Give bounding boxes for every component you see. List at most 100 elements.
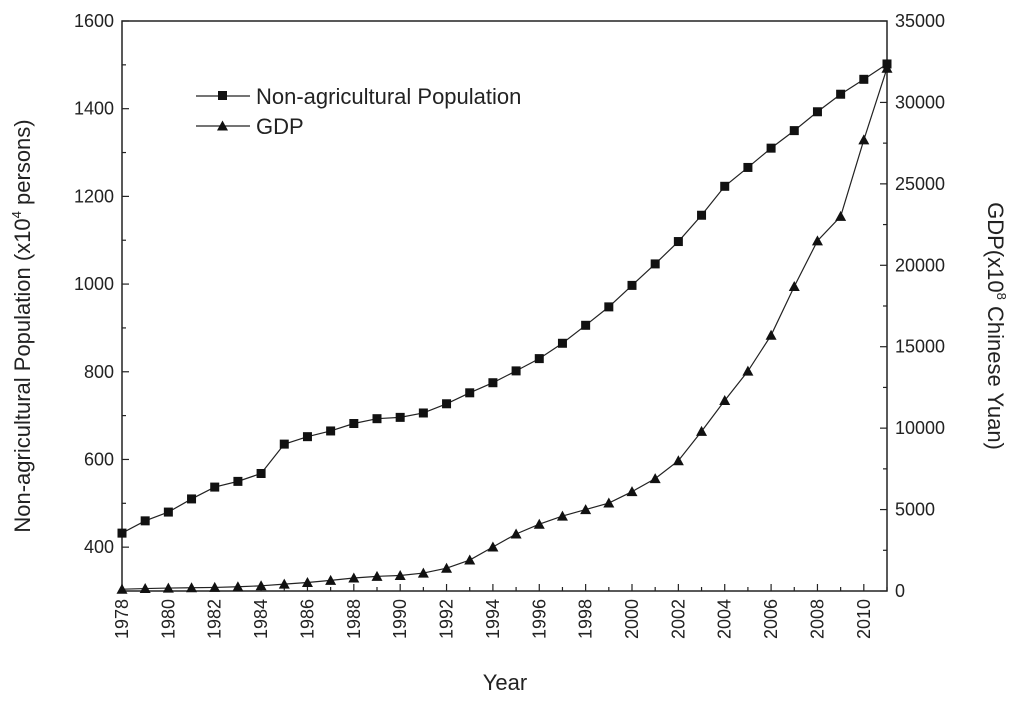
data-point-square: [627, 280, 637, 290]
y-axis-left: 400 600 800 1000 1200 1400 1600: [74, 11, 129, 592]
data-point-triangle: [116, 583, 128, 594]
legend-item-population: Non-agricultural Population: [196, 84, 521, 109]
data-point-triangle: [209, 581, 221, 592]
data-point-triangle: [348, 572, 360, 583]
data-point-square: [488, 378, 498, 388]
x-tick-label: 1990: [390, 599, 410, 639]
legend: Non-agricultural Population GDP: [196, 84, 521, 139]
data-point-triangle: [556, 510, 568, 521]
x-axis-title: Year: [483, 670, 527, 695]
y-left-tick-label: 1400: [74, 99, 114, 119]
data-point-square: [859, 74, 869, 84]
data-point-square: [395, 412, 405, 422]
data-point-triangle: [487, 541, 499, 552]
data-point-square: [256, 468, 266, 478]
data-point-triangle: [255, 580, 267, 591]
x-tick-label: 2004: [715, 599, 735, 639]
data-point-square: [697, 210, 707, 220]
data-point-triangle: [533, 518, 545, 529]
data-point-triangle: [441, 562, 453, 573]
x-tick-label: 2008: [807, 599, 827, 639]
x-tick-label: 1978: [112, 599, 132, 639]
data-point-triangle: [626, 486, 638, 497]
data-point-square: [372, 414, 382, 424]
y-right-tick-label: 35000: [895, 11, 945, 31]
y-axis-right-title: GDP(x108 Chinese Yuan): [983, 202, 1009, 450]
data-point-square: [465, 388, 475, 398]
series-line: [121, 63, 888, 534]
data-point-triangle: [464, 554, 476, 565]
y-right-tick-label: 30000: [895, 92, 945, 112]
data-point-square: [836, 89, 846, 99]
data-point-triangle: [301, 577, 313, 588]
y-left-tick-label: 800: [84, 362, 114, 382]
data-point-square: [140, 516, 150, 526]
y-left-tick-label: 400: [84, 537, 114, 557]
data-point-square: [349, 419, 359, 429]
x-tick-label: 2000: [622, 599, 642, 639]
legend-item-gdp: GDP: [196, 114, 304, 139]
data-point-triangle: [765, 329, 777, 340]
x-tick-label: 1980: [158, 599, 178, 639]
data-point-square: [233, 476, 243, 486]
data-point-square: [557, 338, 567, 348]
y-left-tick-label: 1600: [74, 11, 114, 31]
data-point-triangle: [835, 210, 847, 221]
series-population: [117, 59, 892, 538]
data-point-triangle: [719, 394, 731, 405]
y-right-tick-label: 5000: [895, 500, 935, 520]
y-axis-left-title: Non-agricultural Population (x104 person…: [9, 119, 35, 532]
data-point-triangle: [649, 473, 661, 484]
data-point-triangle: [371, 570, 383, 581]
legend-label-gdp: GDP: [256, 114, 304, 139]
data-point-square: [210, 482, 220, 492]
data-point-square: [117, 528, 127, 538]
x-tick-label: 2006: [761, 599, 781, 639]
y-left-tick-label: 600: [84, 449, 114, 469]
data-point-triangle: [811, 235, 823, 246]
data-point-square: [534, 354, 544, 364]
data-point-square: [604, 302, 614, 312]
data-point-square: [302, 432, 312, 442]
x-tick-label: 1994: [483, 599, 503, 639]
data-point-triangle: [162, 582, 174, 593]
x-tick-label: 1988: [344, 599, 364, 639]
x-tick-label: 1982: [205, 599, 225, 639]
data-point-triangle: [139, 583, 151, 594]
data-point-square: [279, 439, 289, 449]
data-point-triangle: [232, 581, 244, 592]
data-point-square: [326, 426, 336, 436]
y-right-tick-label: 15000: [895, 337, 945, 357]
legend-square-marker: [218, 91, 227, 100]
data-point-square: [187, 494, 197, 504]
data-point-square: [743, 162, 753, 172]
x-tick-label: 1998: [576, 599, 596, 639]
x-tick-label: 1986: [297, 599, 317, 639]
data-point-square: [418, 408, 428, 418]
x-tick-label: 1992: [437, 599, 457, 639]
y-right-tick-label: 20000: [895, 255, 945, 275]
y-right-tick-label: 10000: [895, 418, 945, 438]
data-point-triangle: [278, 578, 290, 589]
data-point-triangle: [672, 455, 684, 466]
data-point-square: [812, 107, 822, 117]
y-left-tick-label: 1000: [74, 274, 114, 294]
data-point-triangle: [325, 574, 337, 585]
data-point-square: [766, 143, 776, 153]
y-left-tick-label: 1200: [74, 186, 114, 206]
data-point-square: [581, 320, 591, 330]
data-point-triangle: [788, 280, 800, 291]
data-point-square: [789, 126, 799, 136]
data-point-triangle: [417, 567, 429, 578]
x-tick-label: 1984: [251, 599, 271, 639]
x-tick-label: 1996: [529, 599, 549, 639]
x-tick-label: 2002: [668, 599, 688, 639]
x-axis: 1978 1980 1982 1984 1986 1988 1990 1992 1994 1996…: [112, 584, 888, 639]
legend-triangle-marker: [217, 120, 228, 131]
data-point-square: [511, 366, 521, 376]
data-point-triangle: [696, 425, 708, 436]
y-right-tick-label: 0: [895, 581, 905, 601]
data-point-triangle: [742, 365, 754, 376]
data-point-triangle: [186, 582, 198, 593]
y-axis-right: 0 5000 10000 15000 20000 25000 30000 35000: [880, 11, 945, 601]
